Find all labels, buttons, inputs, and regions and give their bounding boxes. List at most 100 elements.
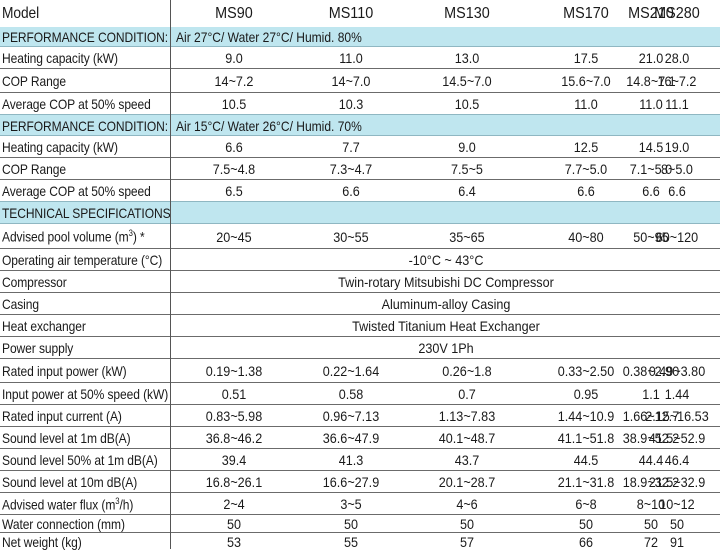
cell-ms280: 0.49~3.80 — [628, 363, 720, 379]
condition-row: PERFORMANCE CONDITION:Air 27°C/ Water 27… — [0, 27, 720, 47]
cell-ms130: 13.0 — [418, 50, 517, 66]
cell-ms130: 35~65 — [418, 229, 517, 245]
cell-ms110: 10.3 — [302, 96, 401, 112]
label-text: /h) — [120, 496, 134, 512]
cell-ms110: 41.3 — [302, 452, 401, 468]
table-row: Compressor Twin-rotary Mitsubishi DC Comp… — [0, 271, 720, 293]
row-label: Sound level 50% at 1m dB(A) — [2, 452, 158, 468]
condition-row: PERFORMANCE CONDITION: Air 15°C/ Water 26… — [0, 115, 720, 136]
cell-ms280: 50 — [628, 516, 720, 532]
cell-ms110: 55 — [302, 534, 401, 550]
row-label: Model — [2, 5, 39, 23]
section-row: TECHNICAL SPECIFICATIONS — [0, 202, 720, 224]
table-row: Casing Aluminum-alloy Casing — [0, 293, 720, 315]
row-label: Advised pool volume (m3) * — [2, 228, 145, 245]
row-label: Compressor — [2, 274, 67, 290]
cell-ms110: 0.22~1.64 — [302, 363, 401, 379]
row-label: Rated input current (A) — [2, 408, 122, 424]
condition-value: Air 15°C/ Water 26°C/ Humid. 70% — [176, 118, 362, 134]
column-divider — [170, 0, 171, 549]
cell-ms130: 40.1~48.7 — [418, 430, 517, 446]
row-label: Advised water flux (m3/h) — [2, 496, 133, 513]
row-label: Net weight (kg) — [2, 534, 82, 550]
cell-ms130: 6.4 — [418, 183, 517, 199]
cell-ms280: 8~5.0 — [628, 161, 720, 177]
row-value: Twin-rotary Mitsubishi DC Compressor — [199, 274, 692, 290]
row-label: Heating capacity (kW) — [2, 139, 118, 155]
condition-label: PERFORMANCE CONDITION: — [2, 118, 168, 134]
cell-ms90: 50 — [185, 516, 284, 532]
cell-ms90: 0.51 — [185, 386, 284, 402]
cell-ms110: 16.6~27.9 — [302, 474, 401, 490]
column-header-ms110: MS110 — [302, 5, 401, 23]
cell-ms280: 1.44 — [628, 386, 720, 402]
cell-ms90: 39.4 — [185, 452, 284, 468]
row-value: Aluminum-alloy Casing — [199, 296, 692, 312]
cell-ms280: 6.6 — [628, 183, 720, 199]
column-header-ms90: MS90 — [185, 5, 284, 23]
section-title: TECHNICAL SPECIFICATIONS — [2, 205, 171, 221]
cell-ms280: 41.5~52.9 — [628, 430, 720, 446]
condition-value: Air 27°C/ Water 27°C/ Humid. 80% — [176, 29, 362, 45]
cell-ms130: 20.1~28.7 — [418, 474, 517, 490]
row-label: Water connection (mm) — [2, 516, 125, 532]
cell-ms130: 57 — [418, 534, 517, 550]
label-text: Advised water flux (m — [2, 496, 115, 512]
cell-ms280: 2.15~16.53 — [628, 408, 720, 424]
row-label: COP Range — [2, 161, 66, 177]
cell-ms90: 6.6 — [185, 139, 284, 155]
label-text: Advised pool volume (m — [2, 229, 129, 245]
table-row: Sound level 50% at 1m dB(A) 39.4 41.3 43.7 4… — [0, 449, 720, 471]
cell-ms110: 36.6~47.9 — [302, 430, 401, 446]
cell-ms130: 7.5~5 — [418, 161, 517, 177]
cell-ms130: 10.5 — [418, 96, 517, 112]
cell-ms90: 6.5 — [185, 183, 284, 199]
cell-ms280: 21.5~32.9 — [628, 474, 720, 490]
cell-ms130: 0.7 — [418, 386, 517, 402]
column-header-ms130: MS130 — [418, 5, 517, 23]
cell-ms110: 7.7 — [302, 139, 401, 155]
row-value: Twisted Titanium Heat Exchanger — [199, 318, 692, 334]
cell-ms90: 14~7.2 — [185, 73, 284, 89]
cell-ms130: 50 — [418, 516, 517, 532]
table-row: Operating air temperature (°C)-10°C ~ 43… — [0, 249, 720, 271]
cell-ms110: 50 — [302, 516, 401, 532]
row-label: Casing — [2, 296, 39, 312]
cell-ms90: 7.5~4.8 — [185, 161, 284, 177]
table-row: Rated input current (A) 0.83~5.98 0.96~7.1… — [0, 405, 720, 427]
table-row: Advised pool volume (m3) * 20~45 30~55 35~6… — [0, 224, 720, 249]
cell-ms280: 46.4 — [628, 452, 720, 468]
cell-ms110: 30~55 — [302, 229, 401, 245]
column-header-ms280: MS280 — [628, 5, 720, 23]
row-value: 230V 1Ph — [199, 340, 692, 356]
cell-ms90: 20~45 — [185, 229, 284, 245]
table-row: Power supply 230V 1Ph — [0, 337, 720, 359]
cell-ms130: 43.7 — [418, 452, 517, 468]
row-label: Heating capacity (kW) — [2, 50, 118, 66]
cell-ms110: 0.96~7.13 — [302, 408, 401, 424]
cell-ms90: 36.8~46.2 — [185, 430, 284, 446]
row-label: Rated input power (kW) — [2, 363, 127, 379]
cell-ms110: 6.6 — [302, 183, 401, 199]
row-label: Input power at 50% speed (kW) — [2, 386, 168, 402]
row-label: COP Range — [2, 73, 66, 89]
cell-ms110: 14~7.0 — [302, 73, 401, 89]
cell-ms280: 16~7.2 — [628, 73, 720, 89]
row-label: Power supply — [2, 340, 73, 356]
cell-ms90: 10.5 — [185, 96, 284, 112]
cell-ms90: 0.83~5.98 — [185, 408, 284, 424]
row-label: Average COP at 50% speed — [2, 183, 151, 199]
row-label: Heat exchanger — [2, 318, 86, 334]
